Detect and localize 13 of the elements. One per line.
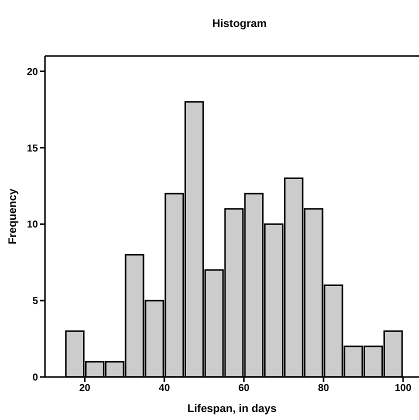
x-tick-label: 100 [394,383,412,394]
x-tick-label: 40 [158,383,170,394]
x-tick-label: 80 [318,383,330,394]
y-tick-label: 0 [32,372,38,384]
y-tick-label: 15 [26,143,38,154]
y-tick-label: 10 [26,220,38,231]
y-tick-label: 5 [32,296,38,308]
x-tick-label: 60 [238,383,250,394]
chart-title: Histogram [211,18,268,30]
y-tick-label: 20 [26,66,38,78]
x-axis-title: Lifespan, in days [187,403,277,415]
y-axis-title: Frequency [6,188,19,244]
x-tick-label: 20 [79,383,91,394]
